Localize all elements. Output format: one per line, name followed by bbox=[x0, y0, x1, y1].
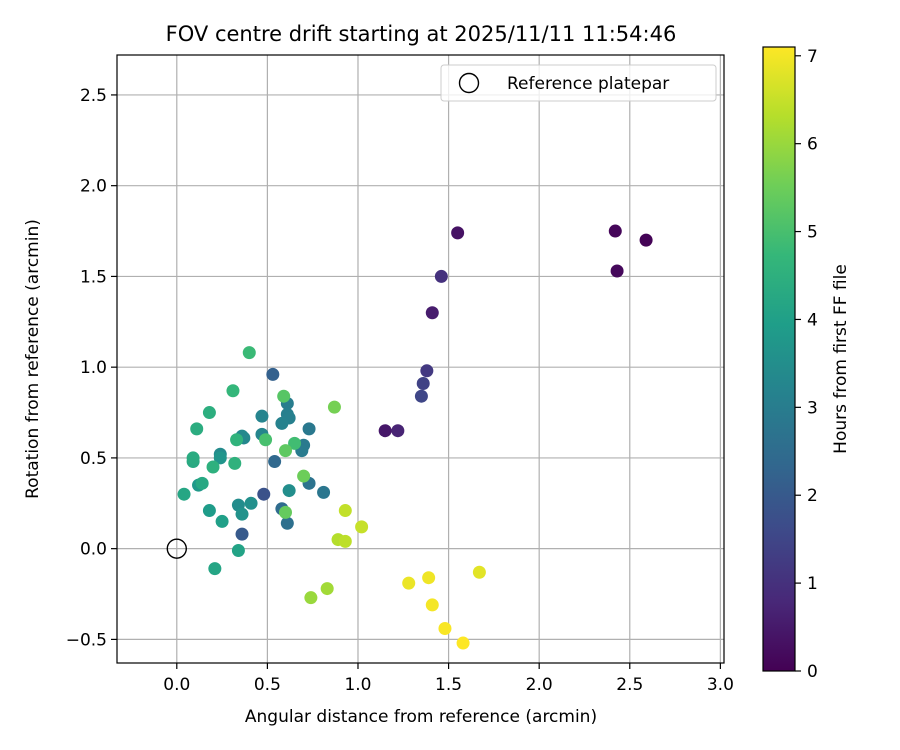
colorbar-tick-label: 1 bbox=[807, 574, 818, 594]
data-point bbox=[235, 527, 249, 541]
data-point bbox=[266, 367, 280, 381]
colorbar-tick-label: 5 bbox=[807, 223, 818, 243]
data-point bbox=[378, 424, 392, 438]
data-point bbox=[472, 565, 486, 579]
data-point bbox=[338, 504, 352, 518]
data-point bbox=[456, 636, 470, 650]
data-point bbox=[425, 306, 439, 320]
data-point bbox=[639, 233, 653, 247]
data-point bbox=[422, 571, 436, 585]
y-tick-label: 1.0 bbox=[80, 358, 107, 378]
x-axis-ticks: 0.0 0.5 1.0 1.5 2.0 2.5 3.0 bbox=[163, 663, 734, 695]
data-point bbox=[391, 424, 405, 438]
colorbar-gradient bbox=[762, 46, 796, 672]
data-point bbox=[259, 433, 273, 447]
data-point bbox=[202, 504, 216, 518]
colorbar-tick-label: 6 bbox=[807, 135, 818, 155]
data-point bbox=[190, 422, 204, 436]
data-point bbox=[304, 591, 318, 605]
data-point bbox=[208, 562, 222, 576]
x-tick-label: 0.0 bbox=[163, 675, 190, 695]
colorbar-tick-label: 7 bbox=[807, 47, 818, 67]
data-point bbox=[414, 389, 428, 403]
data-point bbox=[244, 496, 258, 510]
plot-frame bbox=[116, 54, 725, 664]
data-point bbox=[297, 469, 311, 483]
data-point bbox=[302, 422, 316, 436]
data-point bbox=[402, 576, 416, 590]
data-point bbox=[231, 543, 245, 557]
data-point bbox=[235, 507, 249, 521]
colorbar-tick-label: 2 bbox=[807, 486, 818, 506]
x-tick-label: 1.5 bbox=[435, 675, 462, 695]
data-point bbox=[282, 484, 296, 498]
data-point bbox=[206, 460, 220, 474]
x-tick-label: 2.5 bbox=[616, 675, 643, 695]
y-tick-label: 0.0 bbox=[80, 540, 107, 560]
data-point bbox=[226, 384, 240, 398]
y-axis-ticks: −0.5 0.0 0.5 1.0 1.5 2.0 2.5 bbox=[66, 86, 117, 650]
legend-marker bbox=[458, 72, 480, 94]
data-point bbox=[242, 346, 256, 360]
data-point bbox=[608, 224, 622, 238]
y-tick-label: 0.5 bbox=[80, 449, 107, 469]
data-point bbox=[320, 582, 334, 596]
data-point bbox=[416, 377, 430, 391]
colorbar-tick-label: 0 bbox=[807, 662, 818, 682]
y-tick-label: 2.5 bbox=[80, 86, 107, 106]
data-point bbox=[230, 433, 244, 447]
colorbar-tick-label: 3 bbox=[807, 398, 818, 418]
data-point bbox=[425, 598, 439, 612]
x-tick-label: 0.5 bbox=[254, 675, 281, 695]
legend-entry-reference: Reference platepar bbox=[507, 74, 669, 94]
data-point bbox=[213, 451, 227, 465]
chart-title: FOV centre drift starting at 2025/11/11 … bbox=[166, 22, 677, 46]
data-point bbox=[275, 416, 289, 430]
colorbar-ticks: 0 1 2 3 4 5 6 7 bbox=[795, 47, 818, 682]
data-point bbox=[255, 409, 269, 423]
data-point bbox=[420, 364, 434, 378]
x-axis-label: Angular distance from reference (arcmin) bbox=[245, 707, 597, 727]
data-point bbox=[451, 226, 465, 240]
data-point bbox=[257, 487, 271, 501]
data-point bbox=[610, 264, 624, 278]
data-point bbox=[279, 505, 293, 519]
data-point bbox=[434, 269, 448, 283]
y-tick-label: 1.5 bbox=[80, 267, 107, 287]
colorbar: 0 1 2 3 4 5 6 7 Hours from first FF file bbox=[762, 46, 851, 682]
x-tick-label: 2.0 bbox=[526, 675, 553, 695]
y-tick-label: −0.5 bbox=[66, 630, 107, 650]
data-point bbox=[288, 436, 302, 450]
colorbar-label: Hours from first FF file bbox=[831, 264, 851, 454]
data-points bbox=[177, 224, 653, 650]
data-point bbox=[280, 516, 294, 530]
data-point bbox=[228, 456, 242, 470]
x-tick-label: 3.0 bbox=[707, 675, 734, 695]
grid bbox=[117, 55, 724, 663]
legend-box bbox=[440, 64, 717, 102]
data-point bbox=[186, 451, 200, 465]
data-point bbox=[338, 534, 352, 548]
data-point bbox=[202, 406, 216, 420]
data-point bbox=[277, 389, 291, 403]
data-point bbox=[177, 487, 191, 501]
data-point bbox=[268, 455, 282, 469]
data-point bbox=[317, 485, 331, 499]
colorbar-tick-label: 4 bbox=[807, 310, 818, 330]
y-axis-label: Rotation from reference (arcmin) bbox=[23, 219, 43, 499]
data-point bbox=[327, 400, 341, 414]
legend: Reference platepar bbox=[440, 64, 717, 102]
data-point bbox=[215, 514, 229, 528]
data-point bbox=[195, 476, 209, 490]
reference-point bbox=[166, 538, 187, 559]
y-tick-label: 2.0 bbox=[80, 177, 107, 197]
data-point bbox=[438, 622, 452, 636]
data-point bbox=[279, 444, 293, 458]
x-tick-label: 1.0 bbox=[344, 675, 371, 695]
data-point bbox=[355, 520, 369, 534]
